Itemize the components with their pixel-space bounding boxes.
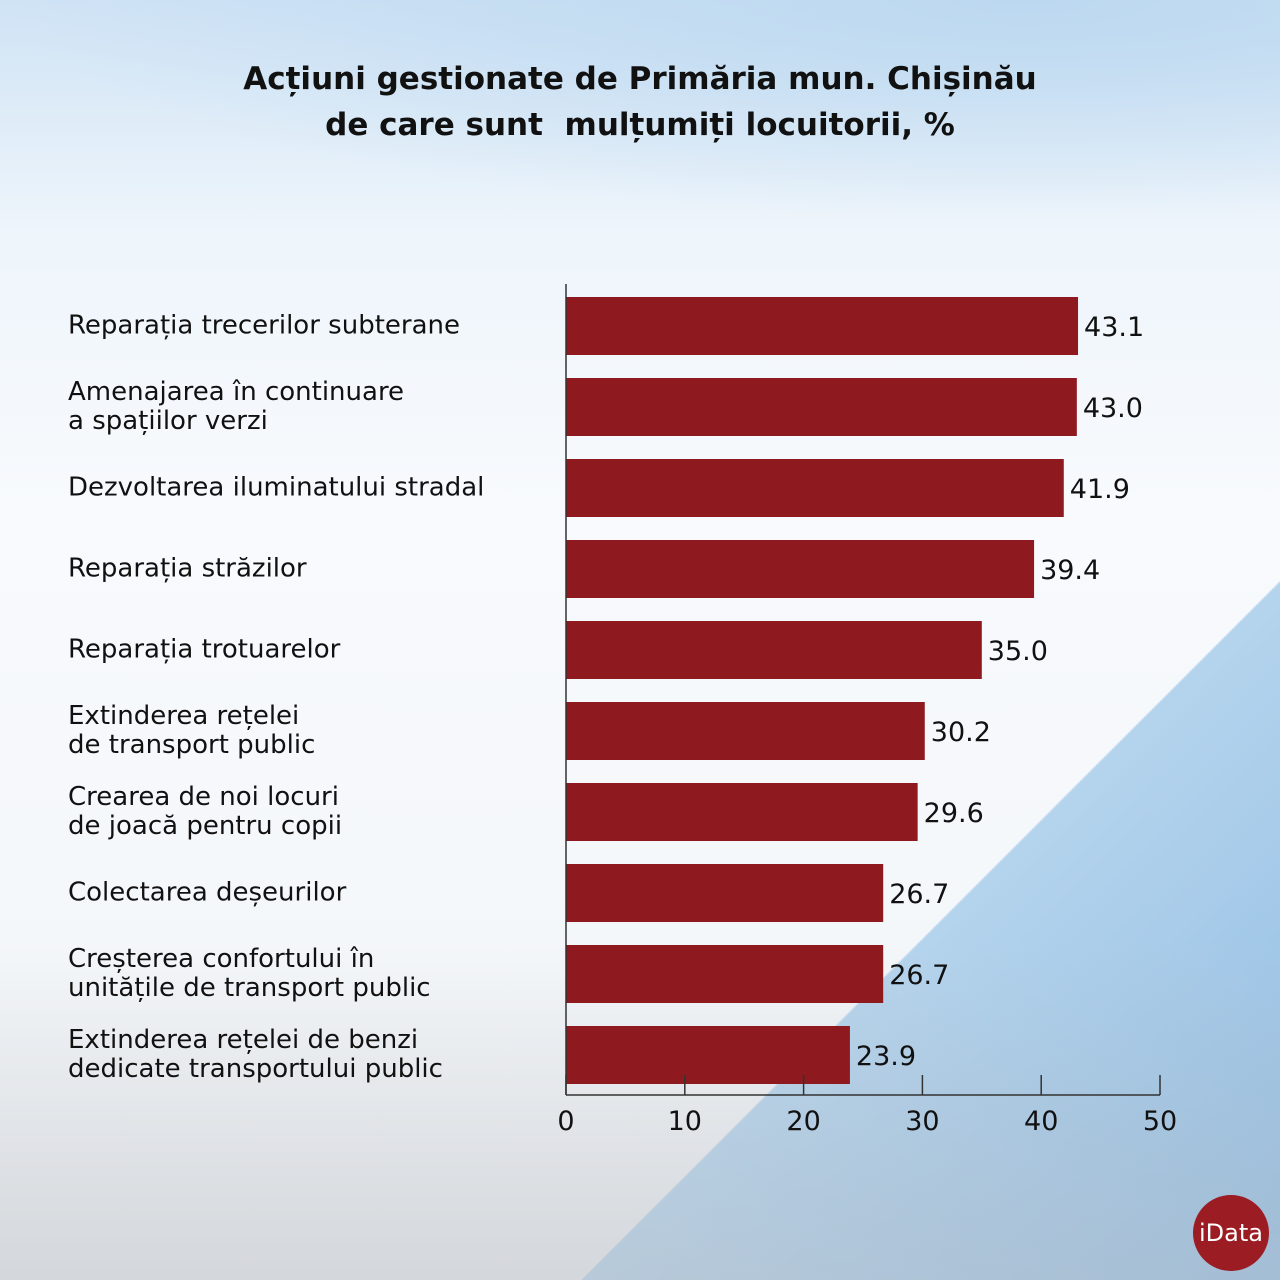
bar-value-label: 41.9 bbox=[1070, 474, 1130, 505]
bar-value-label: 35.0 bbox=[988, 636, 1048, 667]
bar-value-label: 29.6 bbox=[924, 798, 984, 829]
chart-title: Acțiuni gestionate de Primăria mun. Chiș… bbox=[0, 56, 1280, 148]
category-label: Extinderea rețelei de transport public bbox=[68, 701, 316, 760]
category-label: Reparația trotuarelor bbox=[68, 634, 341, 665]
x-tick-label: 50 bbox=[1143, 1106, 1177, 1137]
background-top bbox=[0, 0, 1280, 220]
bar-value-label: 26.7 bbox=[889, 960, 949, 991]
x-tick-label: 30 bbox=[905, 1106, 939, 1137]
category-label: Extinderea rețelei de benzi dedicate tra… bbox=[68, 1025, 443, 1084]
logo-text: iData bbox=[1199, 1219, 1263, 1247]
bar bbox=[566, 621, 982, 679]
bar bbox=[566, 378, 1077, 436]
bar-value-label: 30.2 bbox=[931, 717, 991, 748]
bar bbox=[566, 864, 884, 922]
bar bbox=[566, 1026, 850, 1084]
category-label: Colectarea deșeurilor bbox=[68, 877, 347, 908]
category-label: Reparația trecerilor subterane bbox=[68, 310, 460, 341]
bar bbox=[566, 783, 918, 841]
bar-value-label: 43.1 bbox=[1084, 312, 1144, 343]
bar bbox=[566, 459, 1064, 517]
bar bbox=[566, 540, 1035, 598]
x-tick-label: 20 bbox=[786, 1106, 820, 1137]
chart-title-line-1: Acțiuni gestionate de Primăria mun. Chiș… bbox=[243, 61, 1037, 97]
bar bbox=[566, 945, 884, 1003]
category-label: Dezvoltarea iluminatului stradal bbox=[68, 472, 485, 503]
bar-value-label: 43.0 bbox=[1083, 393, 1143, 424]
chart-title-line-2: de care sunt mulțumiți locuitorii, % bbox=[325, 107, 955, 143]
bar-value-label: 39.4 bbox=[1040, 555, 1100, 586]
bar bbox=[566, 702, 925, 760]
x-tick-label: 0 bbox=[557, 1106, 574, 1137]
bar-value-label: 26.7 bbox=[889, 879, 949, 910]
bar bbox=[566, 297, 1079, 355]
category-label: Creșterea confortului în unitățile de tr… bbox=[68, 944, 431, 1003]
idata-logo: iData bbox=[1193, 1195, 1269, 1271]
bar-value-label: 23.9 bbox=[856, 1041, 916, 1072]
category-label: Reparația străzilor bbox=[68, 553, 307, 584]
x-tick-label: 10 bbox=[668, 1106, 702, 1137]
x-tick-label: 40 bbox=[1024, 1106, 1058, 1137]
category-label: Amenajarea în continuare a spațiilor ver… bbox=[68, 377, 405, 436]
category-label: Crearea de noi locuri de joacă pentru co… bbox=[68, 782, 343, 841]
